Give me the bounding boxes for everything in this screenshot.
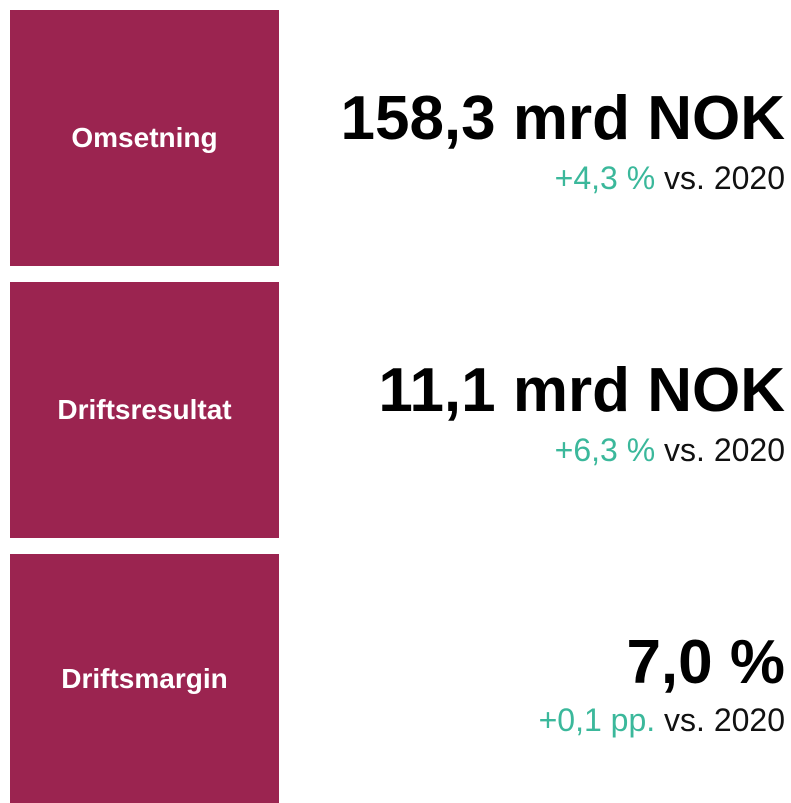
kpi-comparison-line: +4,3 % vs. 2020 bbox=[555, 162, 785, 194]
kpi-change: +4,3 % bbox=[554, 160, 656, 196]
kpi-comparison-line: +0,1 pp. vs. 2020 bbox=[539, 704, 785, 736]
kpi-comparison-line: +6,3 % vs. 2020 bbox=[555, 434, 785, 466]
kpi-label: Omsetning bbox=[10, 10, 279, 266]
kpi-value: 7,0 % bbox=[626, 628, 785, 697]
kpi-card: Driftsresultat 11,1 mrd NOK +6,3 % vs. 2… bbox=[0, 282, 791, 538]
kpi-comparison: vs. 2020 bbox=[664, 160, 785, 196]
kpi-value: 158,3 mrd NOK bbox=[340, 84, 785, 153]
kpi-comparison: vs. 2020 bbox=[664, 702, 785, 738]
kpi-change: +0,1 pp. bbox=[538, 702, 656, 738]
kpi-card: Driftsmargin 7,0 % +0,1 pp. vs. 2020 bbox=[0, 554, 791, 803]
kpi-card: Omsetning 158,3 mrd NOK +4,3 % vs. 2020 bbox=[0, 10, 791, 266]
kpi-label: Driftsresultat bbox=[10, 282, 279, 538]
kpi-change: +6,3 % bbox=[554, 432, 656, 468]
kpi-label: Driftsmargin bbox=[10, 554, 279, 803]
kpi-comparison: vs. 2020 bbox=[664, 432, 785, 468]
kpi-value: 11,1 mrd NOK bbox=[378, 356, 785, 425]
